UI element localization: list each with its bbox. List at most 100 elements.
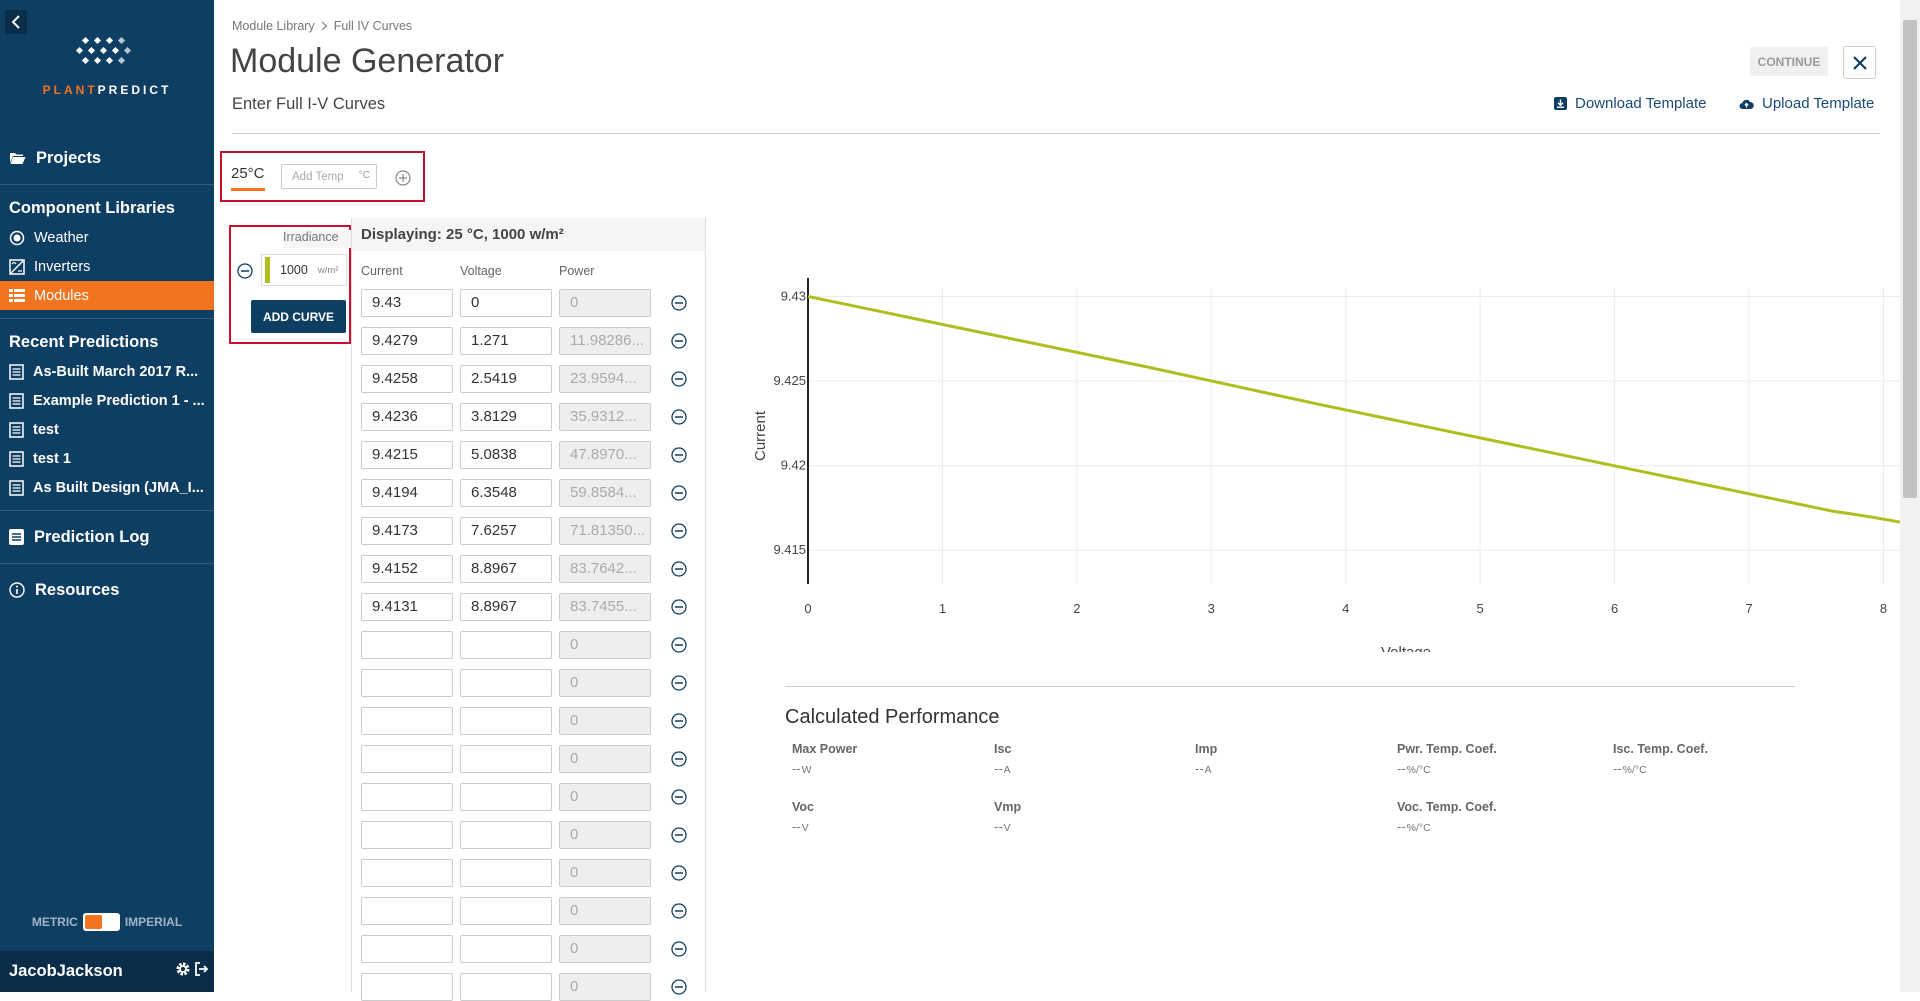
remove-row-icon[interactable] bbox=[671, 522, 687, 539]
performance-value: --V bbox=[994, 819, 1011, 834]
remove-row-icon[interactable] bbox=[671, 712, 687, 729]
voltage-input[interactable]: 0 bbox=[460, 288, 552, 317]
voltage-input[interactable] bbox=[460, 972, 552, 1001]
recent-prediction-item[interactable]: test 1 bbox=[0, 444, 214, 473]
voltage-input[interactable]: 3.8129 bbox=[460, 402, 552, 431]
add-temp-input[interactable]: Add Temp °C bbox=[281, 164, 377, 189]
logo: PLANTPREDICT bbox=[0, 36, 214, 97]
voltage-input[interactable]: 8.8967 bbox=[460, 592, 552, 621]
breadcrumb-module-library[interactable]: Module Library bbox=[232, 19, 315, 33]
recent-prediction-item[interactable]: As-Built March 2017 R... bbox=[0, 357, 214, 386]
logout-icon[interactable] bbox=[194, 961, 208, 977]
remove-row-icon[interactable] bbox=[671, 598, 687, 615]
recent-prediction-item[interactable]: test bbox=[0, 415, 214, 444]
tab-temperature-25[interactable]: 25°C bbox=[231, 165, 265, 191]
remove-row-icon[interactable] bbox=[671, 484, 687, 501]
remove-row-icon[interactable] bbox=[671, 940, 687, 957]
add-curve-button[interactable]: ADD CURVE bbox=[251, 300, 346, 333]
voltage-input[interactable] bbox=[460, 630, 552, 659]
add-temp-unit: °C bbox=[358, 170, 370, 181]
sidebar-item-modules[interactable]: Modules bbox=[0, 281, 214, 310]
continue-button[interactable]: CONTINUE bbox=[1750, 47, 1828, 76]
performance-value: --%/°C bbox=[1397, 761, 1431, 776]
download-template-link[interactable]: Download Template bbox=[1554, 95, 1706, 112]
voltage-input[interactable] bbox=[460, 668, 552, 697]
main-content: Module Library Full IV Curves Module Gen… bbox=[214, 0, 1920, 1001]
unit-toggle[interactable] bbox=[82, 913, 120, 931]
current-input[interactable] bbox=[361, 782, 453, 811]
remove-row-icon[interactable] bbox=[671, 294, 687, 311]
scrollbar-thumb[interactable] bbox=[1903, 20, 1917, 498]
remove-circle-icon[interactable] bbox=[237, 263, 253, 279]
voltage-input[interactable]: 5.0838 bbox=[460, 440, 552, 469]
current-input[interactable]: 9.4152 bbox=[361, 554, 453, 583]
remove-row-icon[interactable] bbox=[671, 332, 687, 349]
current-input[interactable] bbox=[361, 706, 453, 735]
irradiance-input[interactable]: 1000 w/m² bbox=[261, 254, 347, 286]
voltage-input[interactable] bbox=[460, 744, 552, 773]
current-input[interactable] bbox=[361, 744, 453, 773]
current-input[interactable]: 9.4131 bbox=[361, 592, 453, 621]
scrollbar[interactable] bbox=[1900, 0, 1920, 992]
gear-icon[interactable] bbox=[175, 961, 191, 977]
remove-row-icon[interactable] bbox=[671, 788, 687, 805]
current-input[interactable]: 9.4173 bbox=[361, 516, 453, 545]
sidebar-item-projects[interactable]: Projects bbox=[0, 140, 214, 176]
remove-row-icon[interactable] bbox=[671, 864, 687, 881]
voltage-input[interactable]: 2.5419 bbox=[460, 364, 552, 393]
current-input[interactable] bbox=[361, 934, 453, 963]
current-input[interactable] bbox=[361, 896, 453, 925]
voltage-input[interactable]: 1.271 bbox=[460, 326, 552, 355]
page-title: Module Generator bbox=[230, 42, 505, 80]
table-row: 9.43 0 0 bbox=[361, 288, 687, 317]
voltage-input[interactable]: 8.8967 bbox=[460, 554, 552, 583]
recent-prediction-label: test 1 bbox=[33, 450, 71, 467]
voltage-input[interactable] bbox=[460, 896, 552, 925]
recent-prediction-item[interactable]: Example Prediction 1 - ... bbox=[0, 386, 214, 415]
voltage-input[interactable]: 6.3548 bbox=[460, 478, 552, 507]
current-input[interactable] bbox=[361, 820, 453, 849]
sidebar-item-inverters[interactable]: Inverters bbox=[0, 252, 214, 281]
close-button[interactable] bbox=[1843, 46, 1876, 79]
current-input[interactable] bbox=[361, 972, 453, 1001]
recent-predictions-heading: Recent Predictions bbox=[9, 332, 159, 351]
current-input[interactable]: 9.4236 bbox=[361, 402, 453, 431]
recent-prediction-item[interactable]: As Built Design (JMA_I... bbox=[0, 473, 214, 502]
sidebar-item-weather[interactable]: Weather bbox=[0, 223, 214, 252]
add-circle-icon[interactable] bbox=[395, 170, 411, 186]
remove-row-icon[interactable] bbox=[671, 446, 687, 463]
current-input[interactable]: 9.4258 bbox=[361, 364, 453, 393]
remove-row-icon[interactable] bbox=[671, 902, 687, 919]
current-input[interactable]: 9.4215 bbox=[361, 440, 453, 469]
breadcrumb-full-iv-curves[interactable]: Full IV Curves bbox=[333, 19, 413, 33]
remove-row-icon[interactable] bbox=[671, 560, 687, 577]
current-input[interactable]: 9.4279 bbox=[361, 326, 453, 355]
power-value: 83.7642... bbox=[559, 554, 651, 583]
upload-template-link[interactable]: Upload Template bbox=[1739, 95, 1874, 112]
remove-row-icon[interactable] bbox=[671, 370, 687, 387]
sidebar-item-resources[interactable]: Resources bbox=[0, 572, 214, 608]
remove-row-icon[interactable] bbox=[671, 826, 687, 843]
remove-row-icon[interactable] bbox=[671, 978, 687, 995]
current-input[interactable] bbox=[361, 858, 453, 887]
collapse-sidebar-button[interactable] bbox=[5, 10, 27, 34]
remove-row-icon[interactable] bbox=[671, 674, 687, 691]
current-input[interactable] bbox=[361, 630, 453, 659]
voltage-input[interactable] bbox=[460, 782, 552, 811]
voltage-input[interactable] bbox=[460, 820, 552, 849]
current-input[interactable]: 9.43 bbox=[361, 288, 453, 317]
voltage-input[interactable] bbox=[460, 858, 552, 887]
x-tick-label: 2 bbox=[1073, 601, 1080, 616]
current-input[interactable]: 9.4194 bbox=[361, 478, 453, 507]
table-row: 0 bbox=[361, 744, 687, 773]
voltage-input[interactable] bbox=[460, 706, 552, 735]
current-input[interactable] bbox=[361, 668, 453, 697]
voltage-input[interactable]: 7.6257 bbox=[460, 516, 552, 545]
sidebar-item-prediction-log[interactable]: Prediction Log bbox=[0, 519, 214, 555]
remove-row-icon[interactable] bbox=[671, 408, 687, 425]
voltage-input[interactable] bbox=[460, 934, 552, 963]
download-icon bbox=[1554, 97, 1567, 110]
remove-row-icon[interactable] bbox=[671, 750, 687, 767]
table-row: 9.4173 7.6257 71.81350... bbox=[361, 516, 687, 545]
remove-row-icon[interactable] bbox=[671, 636, 687, 653]
